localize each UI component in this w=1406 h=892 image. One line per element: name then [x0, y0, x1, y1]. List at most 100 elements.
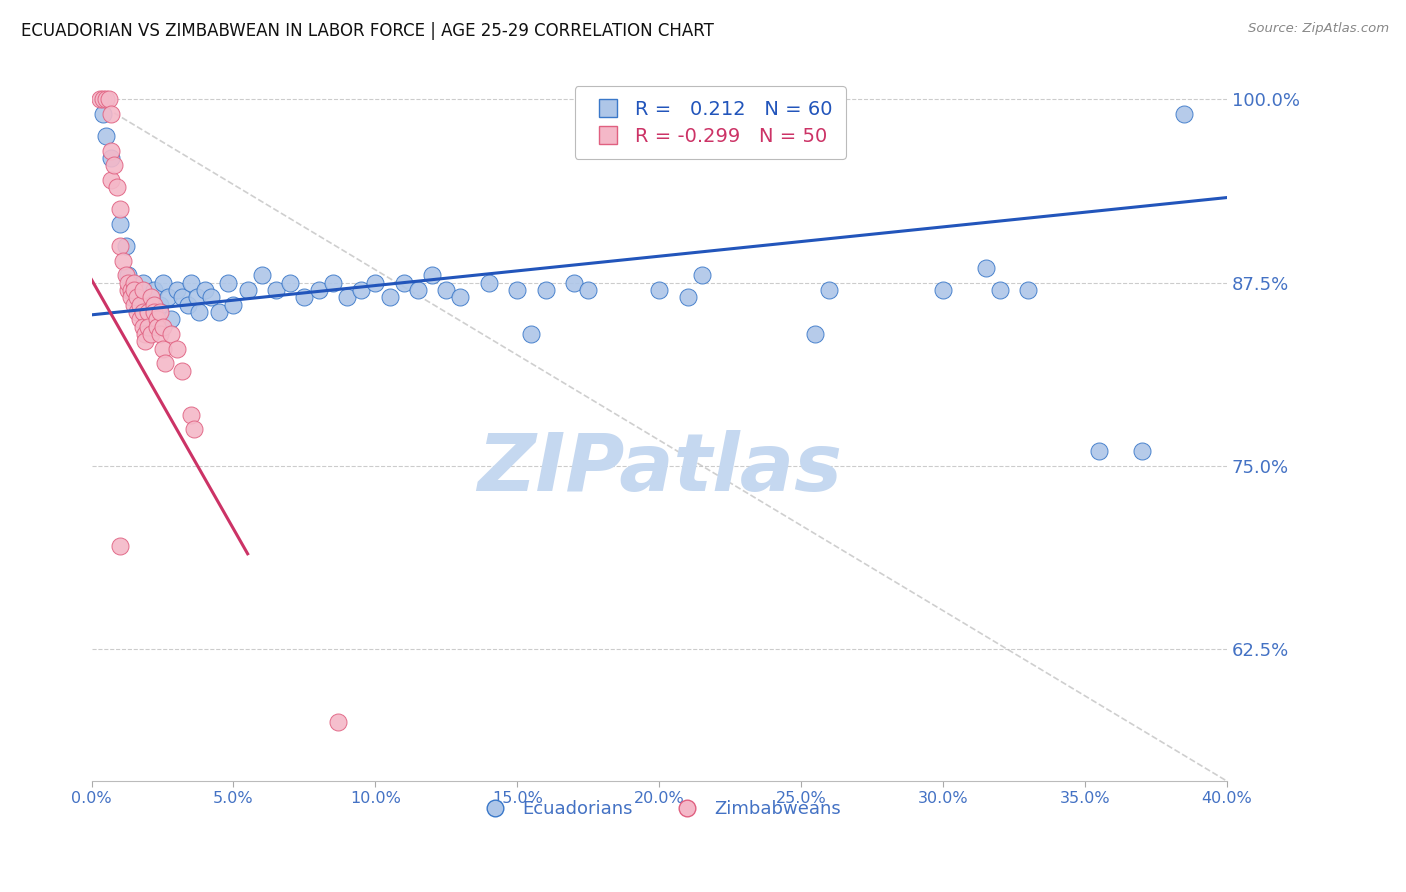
Point: [117, 283, 139, 297]
Point: [974, 260, 997, 275]
Point: [478, 276, 501, 290]
Point: [120, 283, 142, 297]
Point: [172, 290, 194, 304]
Point: [250, 268, 273, 283]
Point: [141, 326, 163, 341]
Legend: Ecuadorians, Zimbabweans: Ecuadorians, Zimbabweans: [470, 793, 848, 825]
Point: [155, 356, 177, 370]
Point: [172, 363, 194, 377]
Point: [89, 92, 111, 106]
Point: [100, 107, 122, 121]
Point: [125, 290, 148, 304]
Point: [152, 276, 174, 290]
Point: [91, 92, 114, 106]
Point: [125, 290, 148, 304]
Point: [131, 319, 153, 334]
Point: [114, 268, 136, 283]
Point: [222, 297, 245, 311]
Point: [988, 283, 1011, 297]
Point: [146, 312, 169, 326]
Point: [152, 342, 174, 356]
Point: [136, 319, 159, 334]
Point: [160, 312, 183, 326]
Point: [200, 290, 222, 304]
Point: [818, 283, 841, 297]
Point: [294, 290, 316, 304]
Point: [520, 326, 543, 341]
Point: [350, 283, 373, 297]
Point: [160, 326, 183, 341]
Point: [128, 312, 150, 326]
Point: [91, 107, 114, 121]
Point: [1173, 107, 1195, 121]
Point: [420, 268, 443, 283]
Point: [136, 305, 159, 319]
Point: [149, 305, 172, 319]
Point: [108, 239, 131, 253]
Point: [183, 422, 205, 436]
Point: [194, 283, 217, 297]
Point: [1017, 283, 1039, 297]
Point: [149, 297, 172, 311]
Point: [108, 202, 131, 217]
Point: [534, 283, 557, 297]
Point: [122, 283, 145, 297]
Point: [114, 239, 136, 253]
Point: [236, 283, 259, 297]
Point: [308, 283, 330, 297]
Point: [94, 128, 117, 143]
Point: [131, 283, 153, 297]
Point: [108, 217, 131, 231]
Point: [576, 283, 599, 297]
Point: [134, 334, 156, 349]
Point: [143, 283, 166, 297]
Point: [378, 290, 401, 304]
Point: [97, 92, 120, 106]
Point: [141, 290, 163, 304]
Point: [434, 283, 457, 297]
Point: [125, 305, 148, 319]
Point: [506, 283, 529, 297]
Text: ECUADORIAN VS ZIMBABWEAN IN LABOR FORCE | AGE 25-29 CORRELATION CHART: ECUADORIAN VS ZIMBABWEAN IN LABOR FORCE …: [21, 22, 714, 40]
Point: [322, 276, 344, 290]
Point: [122, 283, 145, 297]
Point: [177, 297, 200, 311]
Point: [932, 283, 955, 297]
Point: [690, 268, 713, 283]
Point: [122, 276, 145, 290]
Point: [117, 276, 139, 290]
Point: [1130, 444, 1153, 458]
Point: [166, 342, 188, 356]
Point: [157, 290, 180, 304]
Point: [122, 297, 145, 311]
Point: [1088, 444, 1111, 458]
Point: [134, 326, 156, 341]
Point: [136, 297, 159, 311]
Point: [328, 715, 350, 730]
Point: [149, 326, 172, 341]
Point: [111, 253, 134, 268]
Point: [562, 276, 585, 290]
Point: [103, 158, 125, 172]
Point: [450, 290, 472, 304]
Point: [186, 290, 208, 304]
Point: [676, 290, 699, 304]
Point: [217, 276, 239, 290]
Point: [180, 408, 202, 422]
Point: [392, 276, 415, 290]
Point: [128, 297, 150, 311]
Text: Source: ZipAtlas.com: Source: ZipAtlas.com: [1249, 22, 1389, 36]
Point: [117, 268, 139, 283]
Point: [131, 276, 153, 290]
Point: [278, 276, 301, 290]
Text: ZIPatlas: ZIPatlas: [477, 431, 842, 508]
Point: [143, 297, 166, 311]
Point: [364, 276, 387, 290]
Point: [143, 305, 166, 319]
Point: [336, 290, 359, 304]
Point: [105, 180, 128, 194]
Point: [804, 326, 827, 341]
Point: [100, 151, 122, 165]
Point: [264, 283, 287, 297]
Point: [180, 276, 202, 290]
